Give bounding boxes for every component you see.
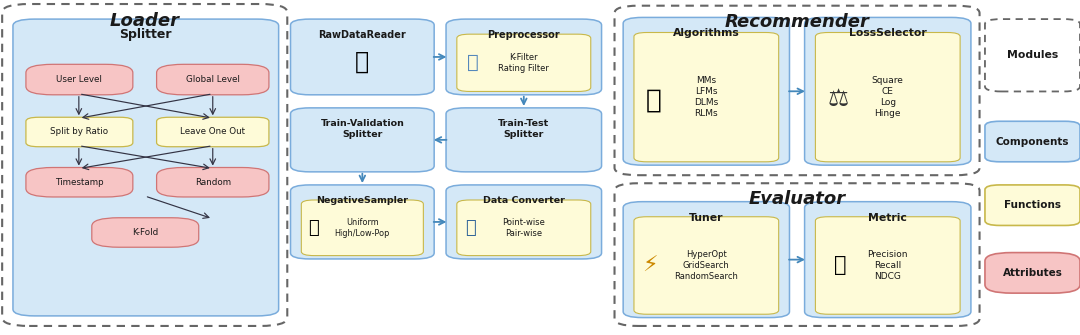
FancyBboxPatch shape	[457, 200, 591, 256]
Text: 🔷: 🔷	[468, 53, 478, 71]
FancyBboxPatch shape	[615, 6, 980, 175]
FancyBboxPatch shape	[457, 34, 591, 91]
FancyBboxPatch shape	[291, 185, 434, 259]
Text: MMs
LFMs
DLMs
RLMs: MMs LFMs DLMs RLMs	[694, 76, 718, 118]
FancyBboxPatch shape	[157, 168, 269, 197]
FancyBboxPatch shape	[623, 202, 789, 318]
Text: Leave One Out: Leave One Out	[180, 128, 245, 136]
Text: Train-Test
Splitter: Train-Test Splitter	[498, 119, 550, 139]
FancyBboxPatch shape	[2, 4, 287, 326]
FancyBboxPatch shape	[985, 121, 1080, 162]
FancyBboxPatch shape	[446, 108, 602, 172]
Text: Components: Components	[996, 137, 1069, 147]
Text: Modules: Modules	[1007, 50, 1058, 60]
Text: K-Filter
Rating Filter: K-Filter Rating Filter	[498, 53, 550, 73]
Text: Splitter: Splitter	[120, 28, 172, 42]
Text: Evaluator: Evaluator	[748, 190, 846, 208]
Text: Precision
Recall
NDCG: Precision Recall NDCG	[867, 250, 908, 281]
FancyBboxPatch shape	[805, 17, 971, 165]
Text: 🔵: 🔵	[465, 219, 476, 237]
Text: HyperOpt
GridSearch
RandomSearch: HyperOpt GridSearch RandomSearch	[674, 250, 739, 281]
Text: LossSelector: LossSelector	[849, 28, 927, 39]
Text: Metric: Metric	[868, 213, 907, 223]
Text: Attributes: Attributes	[1002, 268, 1063, 278]
FancyBboxPatch shape	[291, 19, 434, 95]
FancyBboxPatch shape	[815, 32, 960, 162]
Text: ⚖: ⚖	[827, 87, 849, 111]
FancyBboxPatch shape	[634, 217, 779, 314]
Text: 🔍: 🔍	[308, 219, 319, 237]
Text: NegativeSampler: NegativeSampler	[316, 196, 408, 205]
FancyBboxPatch shape	[446, 19, 602, 95]
FancyBboxPatch shape	[985, 253, 1080, 293]
Text: Train-Validation
Splitter: Train-Validation Splitter	[321, 119, 404, 139]
Text: 💡: 💡	[646, 87, 661, 114]
Text: Tuner: Tuner	[689, 213, 724, 223]
Text: Loader: Loader	[110, 12, 179, 30]
FancyBboxPatch shape	[26, 64, 133, 95]
FancyBboxPatch shape	[291, 108, 434, 172]
FancyBboxPatch shape	[446, 185, 602, 259]
FancyBboxPatch shape	[301, 200, 423, 256]
FancyBboxPatch shape	[815, 217, 960, 314]
Text: Functions: Functions	[1004, 200, 1061, 210]
Text: Recommender: Recommender	[725, 13, 869, 31]
FancyBboxPatch shape	[985, 185, 1080, 225]
FancyBboxPatch shape	[634, 32, 779, 162]
Text: User Level: User Level	[56, 75, 103, 84]
Text: Split by Ratio: Split by Ratio	[51, 128, 108, 136]
FancyBboxPatch shape	[26, 168, 133, 197]
Text: Uniform
High/Low-Pop: Uniform High/Low-Pop	[335, 218, 390, 238]
FancyBboxPatch shape	[157, 117, 269, 147]
Text: Algorithms: Algorithms	[673, 28, 740, 39]
Text: Preprocessor: Preprocessor	[487, 30, 561, 40]
Text: ⚡: ⚡	[643, 256, 658, 276]
Text: Global Level: Global Level	[186, 75, 240, 84]
FancyBboxPatch shape	[805, 202, 971, 318]
Text: Data Converter: Data Converter	[483, 196, 565, 205]
Text: K-Fold: K-Fold	[132, 228, 159, 237]
FancyBboxPatch shape	[615, 183, 980, 326]
FancyBboxPatch shape	[92, 218, 199, 247]
Text: Square
CE
Log
Hinge: Square CE Log Hinge	[872, 76, 904, 118]
Text: Point-wise
Pair-wise: Point-wise Pair-wise	[502, 218, 545, 238]
Text: RawDataReader: RawDataReader	[319, 30, 406, 40]
FancyBboxPatch shape	[157, 64, 269, 95]
FancyBboxPatch shape	[26, 117, 133, 147]
FancyBboxPatch shape	[623, 17, 789, 165]
Text: 🗄: 🗄	[355, 50, 369, 74]
Text: Random: Random	[194, 178, 231, 187]
FancyBboxPatch shape	[985, 19, 1080, 91]
Text: Timestamp: Timestamp	[55, 178, 104, 187]
FancyBboxPatch shape	[13, 19, 279, 316]
Text: 📈: 📈	[834, 255, 847, 275]
